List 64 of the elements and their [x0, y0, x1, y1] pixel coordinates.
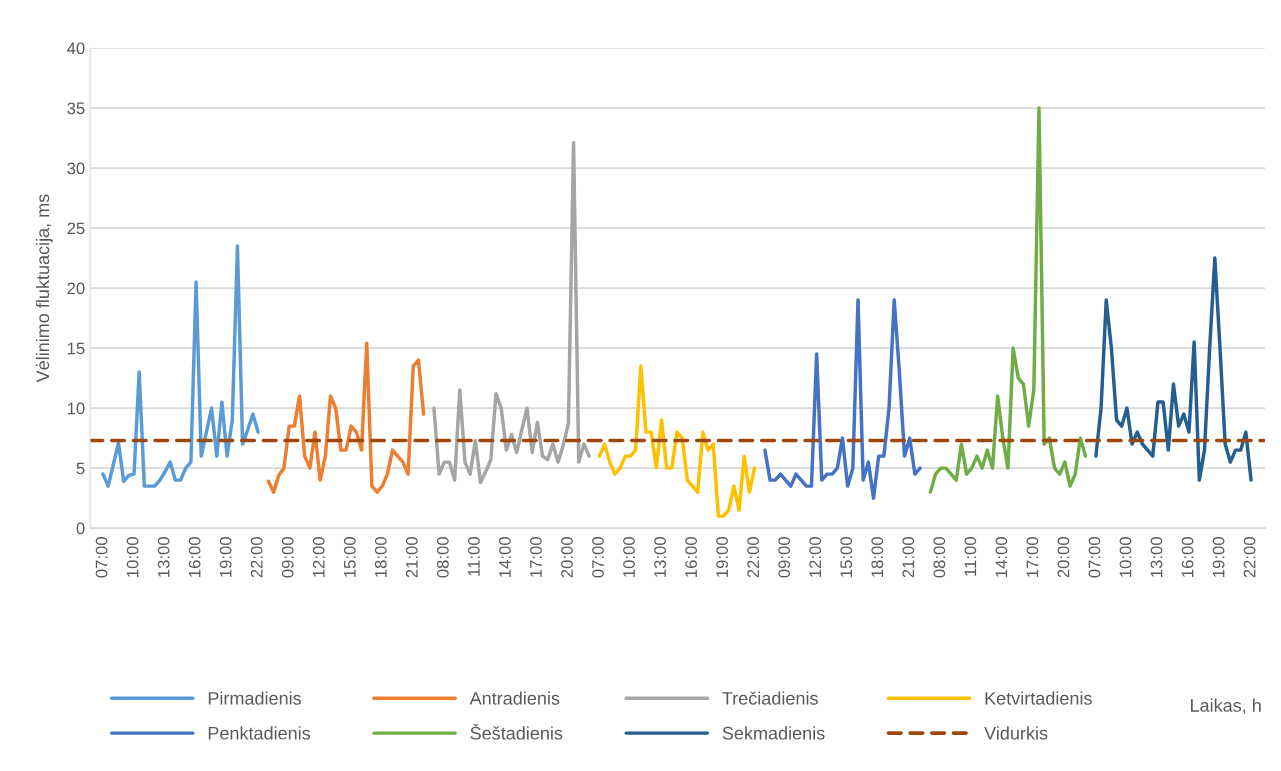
y-axis-title: Vėlinimo fluktuacija, ms	[35, 194, 53, 383]
x-tick-label: 19:00	[219, 537, 232, 577]
x-tick-label: 18:00	[374, 537, 387, 577]
y-tick-label: 25	[67, 222, 85, 235]
x-tick-label: 12:00	[312, 537, 325, 577]
x-tick-label: 14:00	[995, 537, 1008, 577]
line-series	[928, 106, 1088, 494]
x-tick-label: 13:00	[157, 537, 170, 577]
x-tick-label: 15:00	[840, 537, 853, 577]
x-tick-label: 22:00	[747, 537, 760, 578]
y-tick-label: 15	[67, 342, 85, 355]
x-tick-label: 19:00	[1212, 537, 1225, 577]
x-tick-label: 09:00	[778, 537, 791, 578]
legend-label: Penktadienis	[208, 726, 311, 740]
legend-label: Pirmadienis	[208, 691, 302, 705]
text: Laikas, h	[1191, 698, 1261, 714]
y-tick-label: 40	[67, 42, 85, 55]
legend-label: Trečiadienis	[722, 691, 818, 705]
y-tick-label: 10	[67, 402, 85, 415]
legend-label: Šeštadienis	[470, 723, 563, 740]
legend-label: Ketvirtadienis	[985, 691, 1092, 705]
x-tick-label: 15:00	[343, 537, 356, 577]
line-series	[432, 141, 591, 485]
legend-label: Vidurkis	[984, 726, 1048, 740]
x-tick-label: 09:00	[281, 537, 294, 578]
x-tick-label: 10:00	[126, 537, 139, 577]
line-series	[597, 364, 757, 518]
x-tick-label: 08:00	[933, 537, 946, 578]
x-tick-label: 13:00	[1150, 537, 1163, 577]
line-series	[266, 341, 426, 494]
x-tick-label: 11:00	[964, 537, 977, 576]
y-tick-label: 5	[76, 462, 85, 475]
x-tick-label: 18:00	[871, 537, 884, 577]
line-series	[763, 298, 922, 500]
x-tick-label: 16:00	[685, 537, 697, 577]
x-tick-label: 20:00	[561, 537, 573, 578]
x-tick-label: 22:00	[250, 537, 263, 578]
x-tick-label: 10:00	[1119, 537, 1132, 577]
legend-label: Antradienis	[469, 691, 560, 705]
y-tick-label: 20	[67, 282, 85, 295]
x-tick-label: 19:00	[716, 537, 729, 577]
x-tick-label: 16:00	[188, 537, 201, 577]
x-tick-label: 12:00	[809, 537, 822, 577]
x-tick-label: 08:00	[436, 537, 449, 578]
x-tick-label: 20:00	[1057, 537, 1070, 578]
x-tick-label: 07:00	[592, 537, 604, 578]
x-tick-label: 16:00	[1181, 537, 1194, 577]
x-tick-label: 17:00	[530, 537, 542, 577]
y-tick-label: 0	[76, 522, 85, 535]
y-tick-label: 30	[67, 162, 85, 175]
x-tick-label: 21:00	[902, 537, 915, 578]
x-tick-label: 14:00	[499, 537, 511, 577]
x-tick-label: 22:00	[1243, 537, 1256, 578]
y-tick-label: 35	[67, 102, 85, 115]
x-tick-label: 07:00	[95, 537, 108, 578]
legend-label: Sekmadienis	[722, 726, 825, 740]
x-tick-label: 11:00	[467, 537, 480, 576]
x-tick-label: 21:00	[405, 537, 418, 578]
x-tick-label: 10:00	[623, 537, 635, 577]
line-series	[101, 244, 260, 488]
x-tick-label: 13:00	[654, 537, 666, 577]
x-tick-label: 07:00	[1088, 537, 1101, 578]
line-series	[1094, 256, 1253, 482]
x-tick-label: 17:00	[1026, 537, 1039, 577]
